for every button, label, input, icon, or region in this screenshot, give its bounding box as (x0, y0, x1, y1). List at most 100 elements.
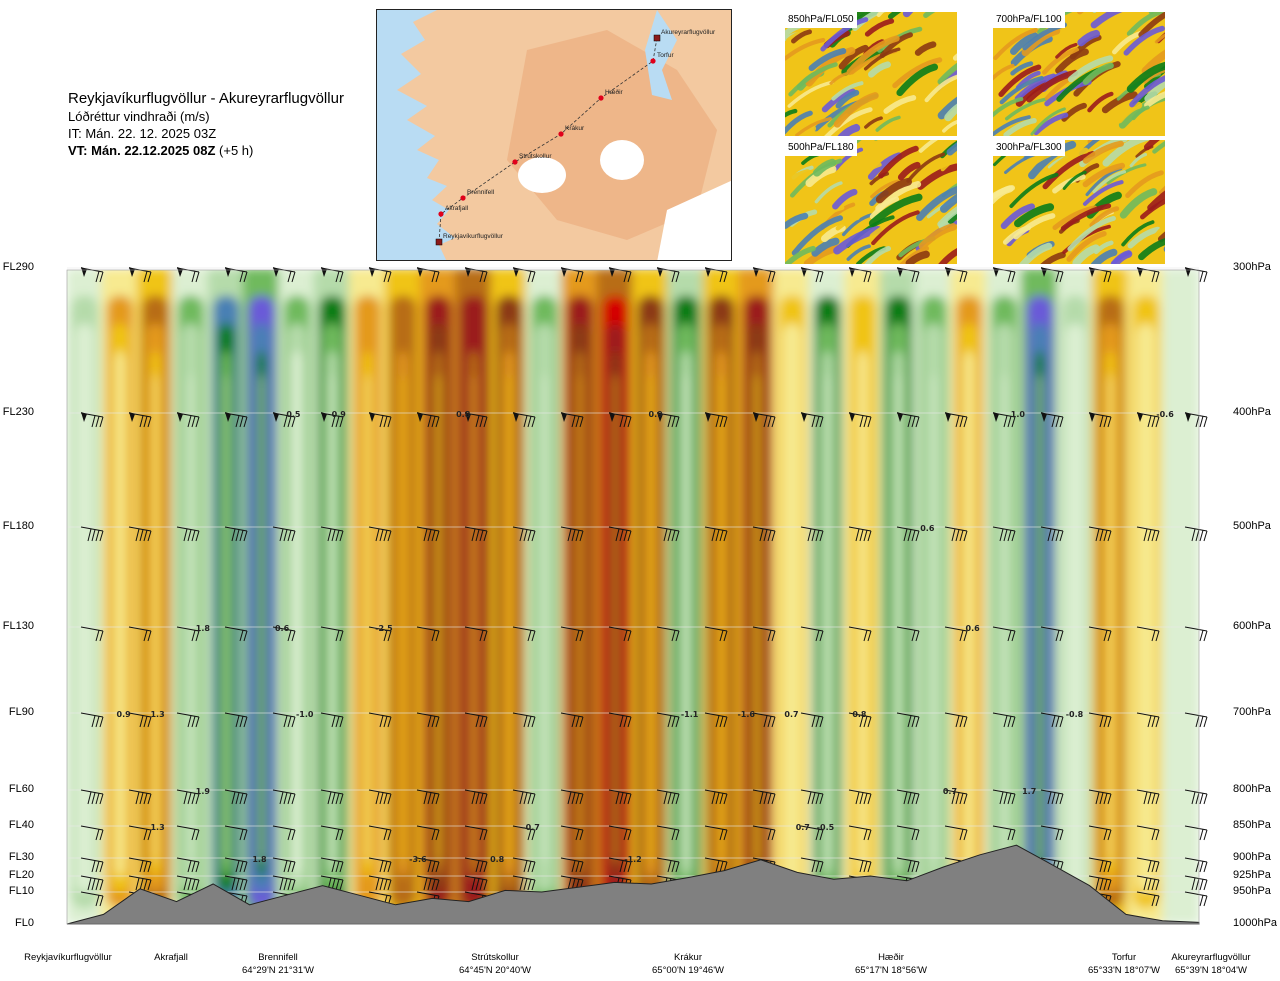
route-map[interactable]: Akureyrarflugvöllur Torfur Hæðir Krákur Strú… (376, 9, 732, 261)
wind-barb (416, 825, 440, 841)
wind-barb (992, 412, 1016, 428)
map-fjord (645, 10, 677, 100)
wind-barb (320, 875, 344, 891)
level-map-thumbnail[interactable]: 500hPa/FL180 (785, 140, 957, 264)
velocity-data-label: 1.8 (252, 855, 267, 864)
location-label: Krákur 65°00'N 19°46'W (652, 951, 724, 977)
pressure-tick-label: 950hPa (1233, 885, 1271, 897)
wind-barb (320, 526, 344, 542)
wind-barb (704, 412, 728, 428)
wind-barb (416, 412, 440, 428)
velocity-data-label: -1.0 (296, 710, 314, 719)
wind-barb (320, 857, 344, 873)
wind-barb (704, 626, 728, 642)
wind-barb (512, 875, 536, 891)
pressure-tick-label: 400hPa (1233, 406, 1271, 418)
flight-level-tick-label: FL230 (2, 406, 34, 418)
wind-barb (512, 412, 536, 428)
wind-barb (464, 526, 488, 542)
wind-barb (128, 626, 152, 642)
velocity-data-label: 0.8 (490, 855, 505, 864)
velocity-data-label: 0.7 (943, 787, 957, 796)
wind-barb (80, 875, 104, 891)
level-map-thumbnail[interactable]: 850hPa/FL050 (785, 12, 957, 136)
wind-barb (704, 825, 728, 841)
wind-barb (80, 412, 104, 428)
map-waypoint-label: Akrafjall (445, 205, 469, 212)
level-map-label: 300hPa/FL300 (993, 140, 1065, 156)
velocity-band (295, 373, 299, 864)
wind-barb (608, 789, 632, 805)
wind-barb (848, 626, 872, 642)
wind-barb (1088, 825, 1112, 841)
map-airport-marker[interactable] (653, 34, 661, 42)
title-block: Reykjavíkurflugvöllur - Akureyrarflugvöl… (68, 90, 388, 159)
velocity-data-label: 0.6 (920, 524, 935, 533)
wind-barb (128, 412, 152, 428)
wind-barb (464, 825, 488, 841)
wind-barb (608, 712, 632, 728)
wind-barb (944, 412, 968, 428)
velocity-band (826, 373, 829, 864)
map-airport-marker[interactable] (435, 238, 443, 246)
map-waypoint-label: Torfur (657, 52, 674, 59)
velocity-band (861, 373, 865, 864)
velocity-data-label: 0.7 (784, 710, 798, 719)
velocity-data-label: 0.8 (852, 710, 867, 719)
wind-barb (464, 857, 488, 873)
level-map-label: 700hPa/FL100 (993, 12, 1065, 28)
wind-barb (560, 825, 584, 841)
wind-barb (416, 526, 440, 542)
wind-barb (944, 789, 968, 805)
map-waypoint-marker[interactable] (438, 211, 444, 217)
wind-barb (224, 789, 248, 805)
map-waypoint-marker[interactable] (598, 95, 604, 101)
map-waypoint-label: Krákur (565, 125, 585, 132)
map-waypoint-marker[interactable] (460, 195, 466, 201)
velocity-data-label: 1.7 (1022, 787, 1036, 796)
wind-barb (80, 626, 104, 642)
flight-level-tick-label: FL90 (8, 706, 34, 718)
map-waypoint-marker[interactable] (650, 58, 656, 64)
wind-barb (176, 712, 200, 728)
location-name: Brennifell (258, 952, 298, 963)
wind-barb (224, 857, 248, 873)
velocity-data-label: 0.9 (117, 710, 132, 719)
flight-level-tick-label: FL180 (2, 520, 34, 532)
flight-level-tick-label: FL10 (8, 885, 34, 897)
wind-barb (800, 526, 824, 542)
wind-barb (512, 789, 536, 805)
wind-barb (1040, 789, 1064, 805)
location-label: Akureyrarflugvöllur 65°39'N 18°04'W (1171, 951, 1250, 977)
wind-barb (1088, 712, 1112, 728)
wind-barb (272, 412, 296, 428)
wind-barb (992, 626, 1016, 642)
velocity-band (224, 373, 228, 864)
wind-barb (704, 789, 728, 805)
wind-barb (560, 789, 584, 805)
map-waypoint-marker[interactable] (512, 159, 518, 165)
wind-barb (848, 412, 872, 428)
wind-barb (416, 712, 440, 728)
map-waypoint-marker[interactable] (558, 131, 564, 137)
wind-barb (80, 526, 104, 542)
wind-barb (80, 267, 104, 283)
velocity-band (118, 373, 122, 864)
wind-barb (896, 412, 920, 428)
wind-barb (1184, 875, 1208, 891)
data-labels: 0.9 1.3 1.8 1.9 1.3 1.8 0.5 0.9 0.6 -1.0 -2.5 -3.6 0… (117, 410, 1175, 864)
velocity-data-label: -1.1 (681, 710, 699, 719)
level-map-thumbnail[interactable]: 300hPa/FL300 (993, 140, 1165, 264)
location-label: Akrafjall (154, 951, 188, 964)
velocity-band (1038, 373, 1042, 864)
map-glacier-hofsjokull (600, 140, 644, 180)
wind-barb (656, 626, 680, 642)
wind-barb (176, 626, 200, 642)
velocity-data-label: 0.6 (275, 624, 290, 633)
location-coordinates: 64°45'N 20°40'W (459, 965, 531, 976)
wind-barb (896, 526, 920, 542)
location-name: Strútskollur (471, 952, 519, 963)
wind-barb (512, 267, 536, 283)
level-map-thumbnail[interactable]: 700hPa/FL100 (993, 12, 1165, 136)
wind-barb (512, 626, 536, 642)
